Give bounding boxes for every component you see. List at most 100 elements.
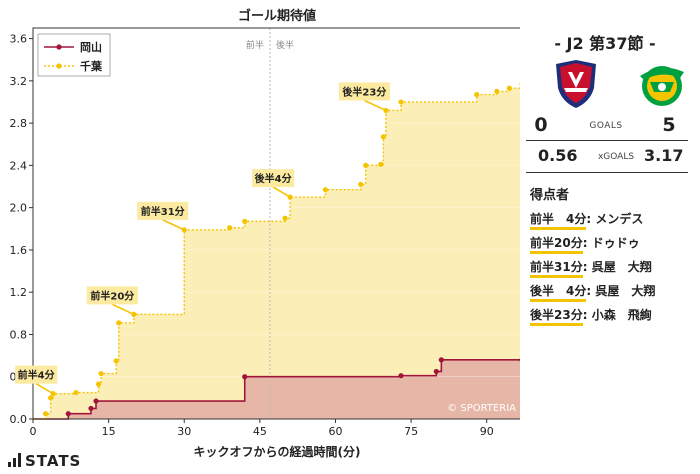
scorer-item: 前半20分: ドゥドゥ <box>530 234 640 254</box>
goals-label: GOALS <box>589 121 623 131</box>
scorer-item: 後半23分: 小森 飛絢 <box>530 306 652 326</box>
goal-annotation-label: 前半20分 <box>90 289 134 302</box>
series-area-岡山 <box>33 359 520 419</box>
series-line-千葉 <box>33 87 520 420</box>
scorer-name: メンデス <box>595 212 644 226</box>
divider <box>526 172 688 173</box>
scorer-time: 後半 4分 <box>530 284 587 302</box>
halftime-label-first: 前半 <box>246 39 264 51</box>
data-point <box>358 181 364 187</box>
data-point <box>398 99 404 105</box>
away-xg: 3.17 <box>644 146 684 165</box>
home-goals: 0 <box>534 114 548 136</box>
data-point <box>380 134 386 140</box>
scorer-item: 後半 4分: 呉屋 大翔 <box>530 282 656 302</box>
legend-box <box>37 33 111 77</box>
xgoals-row: 0.56 xGOALS 3.17 <box>526 146 688 170</box>
data-point <box>43 411 49 417</box>
goal-annotation-pointer <box>35 382 54 395</box>
y-tick-label: 0.8 <box>10 328 28 341</box>
goal-annotation-box <box>86 286 138 305</box>
away-crest-icon <box>640 66 684 106</box>
match-round-title: - J2 第37節 - <box>554 34 656 53</box>
x-tick-label: 15 <box>102 425 116 438</box>
stats-brand-text: STATS <box>25 452 82 470</box>
home-team-crest <box>550 58 602 110</box>
data-point <box>494 88 500 95</box>
goal-annotation-pointer <box>272 186 291 198</box>
scorer-name: 小森 飛絢 <box>591 308 652 322</box>
scorer-item: 前半 4分: メンデス <box>530 210 644 230</box>
x-tick-label: 45 <box>253 425 267 438</box>
scorer-time: 前半31分 <box>530 260 583 278</box>
scorer-name: 呉屋 大翔 <box>591 260 652 274</box>
x-tick-label: 30 <box>177 425 191 438</box>
y-tick-label: 3.2 <box>10 75 28 88</box>
x-tick-label: 0 <box>30 425 37 438</box>
data-point <box>398 373 404 379</box>
data-point <box>116 320 122 326</box>
goal-annotation-label: 後半4分 <box>255 172 292 185</box>
data-point <box>73 389 79 396</box>
data-point <box>519 358 520 362</box>
y-tick-label: 3.6 <box>10 33 28 46</box>
data-point <box>474 91 480 98</box>
data-point <box>48 395 54 401</box>
x-tick-label: 90 <box>480 425 494 438</box>
data-point <box>519 82 520 86</box>
scorer-time: 前半20分 <box>530 236 583 254</box>
data-point <box>322 187 328 193</box>
data-point <box>363 162 369 168</box>
y-tick-label: 1.2 <box>10 286 28 299</box>
home-crest-icon <box>556 60 596 108</box>
goal-annotation-label: 前半4分 <box>18 369 55 382</box>
chart-title: ゴール期待値 <box>238 8 316 24</box>
goal-annotation-pointer <box>364 99 387 112</box>
plot-frame <box>32 27 520 420</box>
data-point <box>438 357 444 363</box>
x-tick-label: 75 <box>404 425 418 438</box>
data-point <box>88 405 94 412</box>
data-point <box>378 161 384 167</box>
data-point <box>93 398 99 404</box>
watermark: © SPORTERIA <box>447 403 516 414</box>
match-panel: - J2 第37節 - 0 GOALS 5 0.56 xGOALS 3.17 得… <box>520 0 700 474</box>
home-xg: 0.56 <box>538 146 578 165</box>
goal-annotation-pointer <box>111 303 135 316</box>
scorer-time: 後半23分 <box>530 308 583 326</box>
legend-label: 千葉 <box>80 59 103 73</box>
stats-bars-icon <box>8 453 22 467</box>
goal-annotation-label: 前半31分 <box>141 205 185 218</box>
y-tick-label: 2.0 <box>10 202 28 215</box>
y-tick-label: 2.8 <box>10 117 28 130</box>
xg-chart: ゴール期待値前半後半0.00.40.81.21.62.02.42.83.23.6… <box>10 8 520 459</box>
scorer-item: 前半31分: 呉屋 大翔 <box>530 258 652 278</box>
data-point <box>242 374 248 380</box>
data-point <box>242 218 248 224</box>
data-point <box>113 358 119 364</box>
x-tick-label: 60 <box>328 425 342 438</box>
y-tick-label: 0.0 <box>10 413 28 426</box>
scorer-name: ドゥドゥ <box>591 236 640 250</box>
scorers-title: 得点者 <box>530 188 570 203</box>
goal-annotation-pointer <box>162 219 185 231</box>
scorer-name: 呉屋 大翔 <box>595 284 656 298</box>
legend-swatch-marker <box>56 44 62 50</box>
y-tick-label: 2.4 <box>10 159 28 172</box>
series-area-千葉 <box>33 88 520 419</box>
data-point <box>227 225 233 231</box>
legend-swatch-marker <box>56 63 62 69</box>
goal-annotation-box <box>15 365 58 384</box>
data-point <box>433 368 439 375</box>
goal-annotation-box <box>137 201 189 220</box>
halftime-label-second: 後半 <box>276 39 294 51</box>
y-tick-label: 1.6 <box>10 244 28 257</box>
goal-annotation-label: 後半23分 <box>342 85 386 98</box>
x-axis-label: キックオフからの経過時間(分) <box>194 444 361 459</box>
goals-row: 0 GOALS 5 <box>526 114 686 138</box>
goal-annotation-box <box>338 82 390 101</box>
data-point <box>282 215 288 221</box>
goal-annotation-box <box>252 169 295 188</box>
divider <box>526 140 688 141</box>
